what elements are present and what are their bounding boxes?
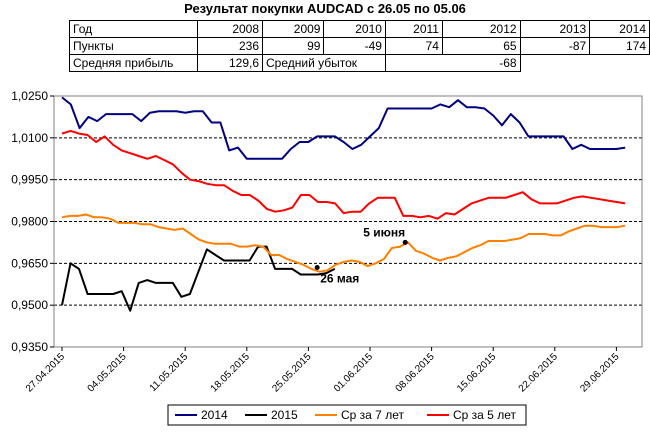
line-chart: 1,0250 1,0100 0,9950 0,9800 0,9650 0,9500 0,93…: [11, 89, 643, 426]
x-tick-label: 18.05.2015: [209, 351, 252, 394]
x-axis-ticks: 27.04.2015 04.05.2015 11.05.2015 18.05.2015…: [24, 347, 622, 395]
x-tick-label: 15.06.2015: [455, 351, 498, 394]
year-cell: 2009: [262, 20, 325, 38]
table-row-points: Пункты 236 99 -49 74 65 -87 174: [68, 37, 650, 55]
annotation-marker: [314, 265, 320, 271]
series-line: [61, 213, 626, 273]
x-tick-label: 25.05.2015: [270, 351, 313, 394]
x-tick-label: 11.05.2015: [148, 351, 191, 394]
y-tick-label: 1,0100: [11, 131, 48, 145]
legend-label: 2015: [271, 408, 298, 422]
series-line: [61, 96, 626, 160]
year-cell: 2008: [197, 20, 264, 38]
y-tick-label: 1,0250: [11, 89, 48, 103]
avg-profit-value: 129,6: [197, 54, 264, 72]
y-tick-label: 0,9950: [11, 173, 48, 187]
points-cell: -87: [519, 37, 591, 55]
table-row-summary: Средняя прибыль 129,6 Средний убыток -68: [68, 54, 650, 72]
chart-title: Результат покупки AUDCAD с 26.05 по 05.0…: [184, 1, 466, 16]
legend-label: Ср за 7 лет: [341, 408, 404, 422]
points-label: Пункты: [68, 37, 199, 55]
x-tick-label: 29.06.2015: [578, 351, 621, 394]
annotation-label: 26 мая: [320, 272, 359, 286]
annotations: 26 мая 5 июня: [314, 225, 408, 286]
y-axis-ticks: 1,0250 1,0100 0,9950 0,9800 0,9650 0,9500 0,93…: [11, 89, 54, 354]
annotation-label: 5 июня: [363, 225, 405, 239]
year-cell: 2010: [323, 20, 386, 38]
points-cell: 65: [441, 37, 521, 55]
avg-loss-label: Средний убыток: [262, 54, 386, 72]
y-tick-label: 0,9350: [11, 340, 48, 354]
year-cell: 2013: [519, 20, 591, 38]
x-tick-label: 27.04.2015: [24, 351, 67, 394]
grid-lines: [54, 137, 642, 306]
avg-profit-label: Средняя прибыль: [68, 54, 199, 72]
points-cell: 99: [262, 37, 325, 55]
axes: [53, 95, 643, 348]
x-tick-label: 08.06.2015: [394, 351, 437, 394]
annotation-marker: [402, 239, 408, 245]
stats-table: Год 2008 2009 2010 2011 2012 2013 2014 П…: [68, 20, 650, 72]
table-row-years: Год 2008 2009 2010 2011 2012 2013 2014: [68, 20, 650, 38]
points-cell: -49: [323, 37, 386, 55]
series-lines: [61, 96, 626, 312]
x-tick-label: 22.06.2015: [517, 351, 560, 394]
legend-label: 2014: [201, 408, 228, 422]
avg-loss-value: -68: [384, 54, 521, 72]
year-cell: 2014: [589, 20, 650, 38]
legend-label: Ср за 5 лет: [453, 408, 516, 422]
legend: 2014 2015 Ср за 7 лет Ср за 5 лет: [167, 404, 527, 426]
year-cell: 2012: [441, 20, 521, 38]
y-tick-label: 0,9800: [11, 215, 48, 229]
series-line: [61, 129, 626, 220]
points-cell: 236: [197, 37, 264, 55]
y-tick-label: 0,9500: [11, 298, 48, 312]
series-line: [61, 245, 336, 312]
year-label: Год: [68, 20, 199, 38]
points-cell: 174: [589, 37, 650, 55]
plot-area: [53, 95, 643, 348]
legend-box: [167, 404, 527, 426]
x-tick-label: 04.05.2015: [86, 351, 129, 394]
y-tick-label: 0,9650: [11, 256, 48, 270]
empty-cell: [520, 55, 649, 72]
x-tick-label: 01.06.2015: [332, 351, 375, 394]
points-cell: 74: [384, 37, 443, 55]
year-cell: 2011: [384, 20, 443, 38]
